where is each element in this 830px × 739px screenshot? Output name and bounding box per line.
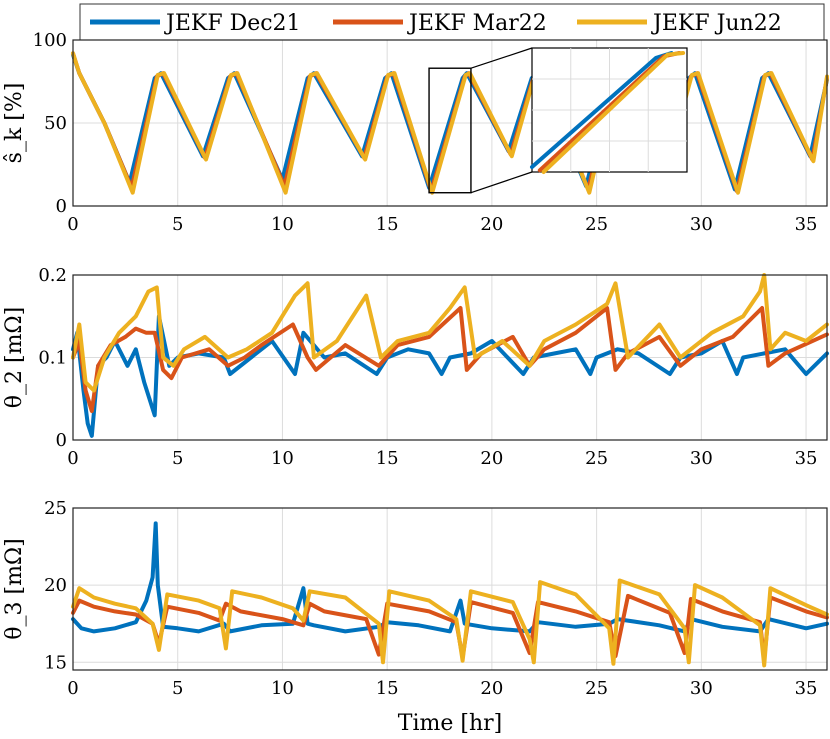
theta2-panel: 0 5 10 15 20 25 30 35 0 0.1 0.2 θ_2 [mΩ]	[2, 265, 829, 469]
x-tick-label: 0	[67, 678, 78, 699]
plot-area	[73, 508, 827, 670]
y-tick-label: 0	[56, 196, 67, 217]
legend: JEKF Dec21 JEKF Mar22 JEKF Jun22	[79, 3, 825, 41]
y-axis-label: θ_2 [mΩ]	[2, 307, 27, 409]
x-tick-label: 20	[480, 678, 503, 699]
axes-frame	[72, 274, 828, 441]
x-tick-label: 35	[795, 448, 818, 469]
x-tick-label: 15	[376, 214, 399, 235]
y-tick-label: 0.1	[38, 348, 67, 369]
axes-frame	[72, 507, 828, 671]
x-tick-label: 10	[271, 678, 294, 699]
zoom-connector	[470, 171, 533, 194]
y-tick-label: 100	[33, 30, 67, 51]
y-axis-label: θ_3 [mΩ]	[2, 538, 27, 640]
series-line-jekf-jun22	[71, 578, 829, 668]
x-tick-label: 35	[795, 214, 818, 235]
x-tick-label: 5	[172, 448, 183, 469]
series-line-jekf-dec21	[71, 521, 829, 634]
series-line-jekf-mar22	[71, 306, 829, 414]
x-tick-label: 30	[690, 214, 713, 235]
zoom-connector	[470, 47, 533, 69]
x-tick-label: 15	[376, 678, 399, 699]
x-tick-label: 20	[480, 214, 503, 235]
x-tick-label: 25	[585, 214, 608, 235]
x-tick-label: 20	[480, 448, 503, 469]
x-tick-label: 15	[376, 448, 399, 469]
theta3-panel: 0 5 10 15 20 25 30 35 15 20 25 θ_3 [mΩ] Time [hr]	[2, 498, 829, 736]
legend-label-dec21: JEKF Dec21	[164, 11, 301, 36]
x-tick-label: 0	[67, 448, 78, 469]
x-tick-label: 5	[172, 214, 183, 235]
x-tick-label: 30	[690, 448, 713, 469]
axes-frame	[72, 39, 828, 207]
x-tick-label: 10	[271, 214, 294, 235]
legend-entry-mar22: JEKF Mar22	[333, 11, 547, 36]
x-tick-label: 25	[585, 678, 608, 699]
x-tick-label: 0	[67, 214, 78, 235]
y-tick-label: 15	[44, 652, 67, 673]
series-line-jekf-jun22	[71, 51, 829, 195]
y-tick-label: 20	[44, 575, 67, 596]
soc-panel: 0 5 10 15 20 25 30 35 0 50 100 ŝ_k [%]	[2, 30, 829, 235]
inset-series-jekf-jun22	[541, 51, 686, 174]
y-tick-label: 25	[44, 498, 67, 519]
legend-label-mar22: JEKF Mar22	[407, 11, 547, 36]
legend-entry-jun22: JEKF Jun22	[577, 11, 782, 36]
legend-entry-dec21: JEKF Dec21	[90, 11, 301, 36]
legend-box	[79, 3, 825, 41]
zoom-inset	[428, 47, 688, 194]
zoom-region-box	[428, 67, 472, 194]
y-tick-label: 50	[44, 113, 67, 134]
x-tick-label: 25	[585, 448, 608, 469]
series-line-jekf-jun22	[71, 273, 829, 393]
x-axis-label: Time [hr]	[398, 711, 502, 736]
x-tick-label: 35	[795, 678, 818, 699]
x-tick-label: 10	[271, 448, 294, 469]
legend-label-jun22: JEKF Jun22	[651, 11, 782, 36]
y-tick-label: 0	[56, 430, 67, 451]
x-tick-label: 5	[172, 678, 183, 699]
y-axis-label: ŝ_k [%]	[2, 83, 27, 164]
y-tick-label: 0.2	[38, 265, 67, 286]
x-tick-label: 30	[690, 678, 713, 699]
